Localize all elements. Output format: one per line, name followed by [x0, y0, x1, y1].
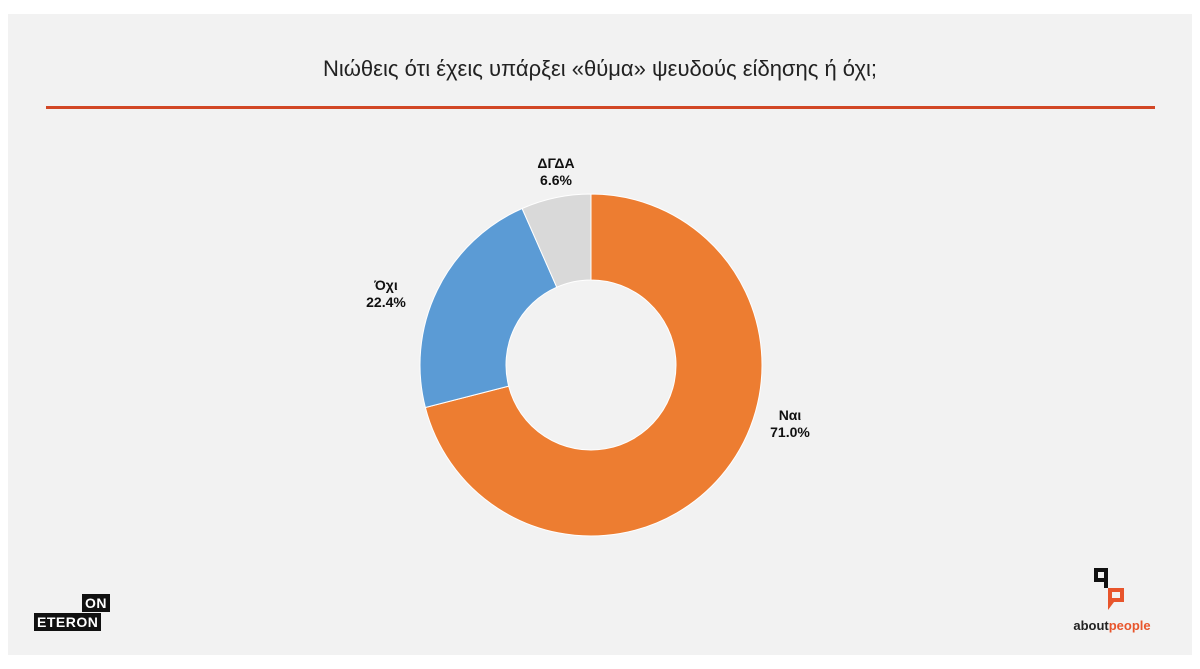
slice-label-value-0: 71.0%: [770, 424, 810, 440]
title-divider: [46, 106, 1155, 109]
aboutpeople-mark-icon: [1094, 568, 1124, 610]
slice-label-value-1: 22.4%: [366, 294, 406, 310]
logo-on-text: ON: [82, 594, 110, 612]
aboutpeople-logo: aboutpeople: [1062, 566, 1162, 636]
slide: Νιώθεις ότι έχεις υπάρξει «θύμα» ψευδούς…: [8, 14, 1192, 655]
donut-slice-0: [424, 193, 763, 537]
donut-slices: [419, 193, 763, 537]
wordmark-people: people: [1108, 618, 1151, 633]
donut-slice-1: [419, 207, 558, 409]
on-eteron-logo: ON ETERON: [34, 594, 110, 632]
slice-label-category-1: Όχι: [373, 277, 398, 293]
slice-label-category-0: Ναι: [779, 407, 802, 423]
aboutpeople-wordmark: aboutpeople: [1062, 618, 1162, 633]
slice-label-value-2: 6.6%: [540, 172, 572, 188]
logo-eteron-text: ETERON: [34, 613, 102, 631]
slice-label-category-2: ΔΓΔΑ: [537, 155, 574, 171]
donut-slice-2: [521, 193, 592, 288]
wordmark-about: about: [1073, 618, 1109, 633]
chart-title: Νιώθεις ότι έχεις υπάρξει «θύμα» ψευδούς…: [322, 56, 877, 81]
